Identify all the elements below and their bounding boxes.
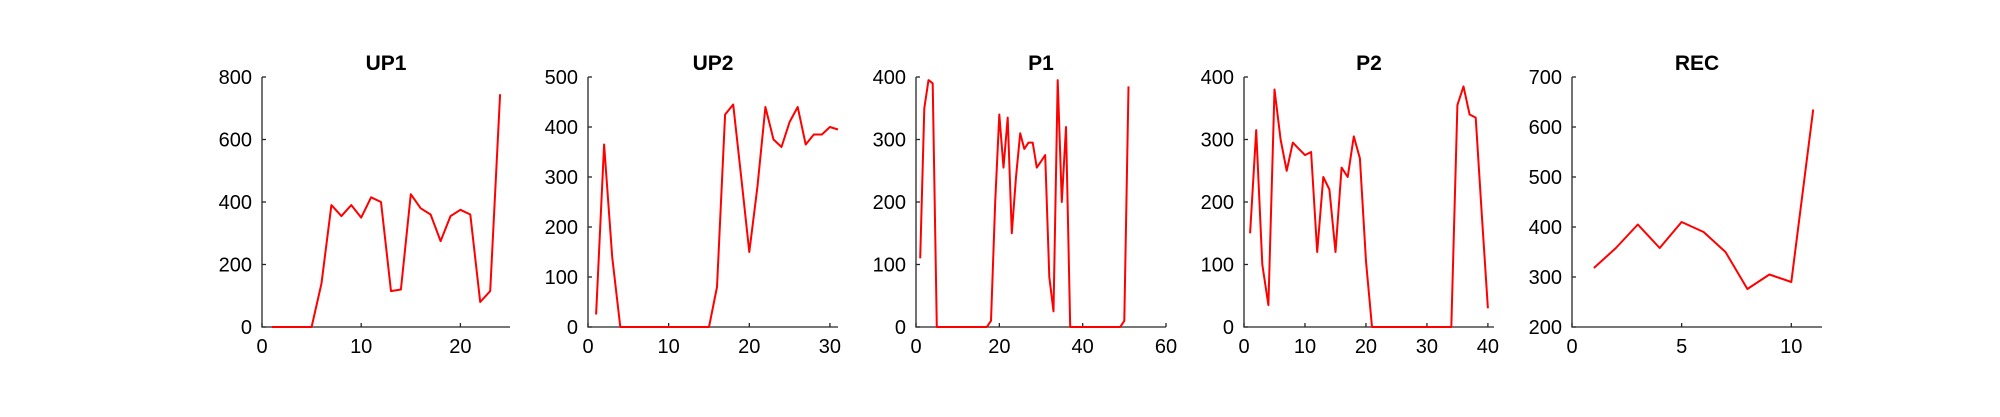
subplot-title: UP2 [693, 52, 734, 75]
series-line [919, 79, 1130, 328]
y-tick-label: 200 [545, 217, 578, 239]
y-tick-label: 500 [1529, 167, 1562, 189]
y-tick-label: 300 [545, 167, 578, 189]
y-tick-label: 400 [545, 117, 578, 139]
subplot-p2: P2 0 100 200 300 400 0 10 20 30 40 [1201, 52, 1499, 358]
y-tick-label: 400 [1529, 217, 1562, 239]
y-tick-label: 0 [1223, 317, 1234, 339]
x-tick-label: 0 [582, 336, 593, 358]
y-tick-label: 200 [219, 255, 252, 277]
y-tick-label: 400 [219, 192, 252, 214]
x-tick-label: 10 [658, 336, 680, 358]
series-line [595, 103, 839, 328]
x-tick-label: 30 [819, 336, 841, 358]
y-tick-label: 100 [545, 267, 578, 289]
y-tick-label: 100 [1201, 255, 1234, 277]
subplot-up1: UP1 0 200 400 600 800 0 10 20 [219, 52, 510, 358]
y-tick-label: 0 [895, 317, 906, 339]
x-tick-label: 60 [1155, 336, 1177, 358]
y-tick-label: 600 [219, 130, 252, 152]
y-tick-label: 200 [1529, 317, 1562, 339]
subplot-title: REC [1675, 52, 1719, 75]
y-tick-label: 700 [1529, 67, 1562, 89]
x-tick-label: 0 [256, 336, 267, 358]
y-tick-label: 0 [241, 317, 252, 339]
x-tick-label: 5 [1676, 336, 1687, 358]
y-tick-label: 0 [567, 317, 578, 339]
y-tick-label: 300 [873, 130, 906, 152]
y-tick-label: 500 [545, 67, 578, 89]
x-tick-label: 10 [1294, 336, 1316, 358]
series-line [271, 94, 502, 328]
x-tick-label: 20 [1355, 336, 1377, 358]
y-tick-label: 300 [1201, 130, 1234, 152]
x-tick-label: 30 [1416, 336, 1438, 358]
x-tick-label: 40 [1477, 336, 1499, 358]
x-tick-label: 10 [350, 336, 372, 358]
subplot-rec: REC 200 300 400 500 600 700 0 5 10 [1529, 52, 1822, 358]
y-tick-label: 400 [1201, 67, 1234, 89]
subplot-title: P1 [1028, 52, 1054, 75]
y-tick-label: 200 [873, 192, 906, 214]
subplot-p1: P1 0 100 200 300 400 0 20 40 60 [873, 52, 1178, 358]
series-line [1593, 109, 1815, 290]
y-tick-label: 400 [873, 67, 906, 89]
y-tick-label: 200 [1201, 192, 1234, 214]
x-tick-label: 0 [1566, 336, 1577, 358]
x-tick-label: 40 [1072, 336, 1094, 358]
x-tick-label: 20 [449, 336, 471, 358]
x-tick-label: 0 [1238, 336, 1249, 358]
y-tick-label: 300 [1529, 267, 1562, 289]
subplot-up2: UP2 0 100 200 300 400 500 0 10 20 30 [545, 52, 841, 358]
y-tick-label: 600 [1529, 117, 1562, 139]
x-tick-label: 10 [1780, 336, 1802, 358]
x-tick-label: 20 [988, 336, 1010, 358]
x-tick-label: 0 [910, 336, 921, 358]
y-tick-label: 800 [219, 67, 252, 89]
subplot-title: UP1 [366, 52, 407, 75]
series-line [1249, 85, 1489, 328]
y-tick-label: 100 [873, 255, 906, 277]
x-tick-label: 20 [738, 336, 760, 358]
subplot-title: P2 [1356, 52, 1382, 75]
